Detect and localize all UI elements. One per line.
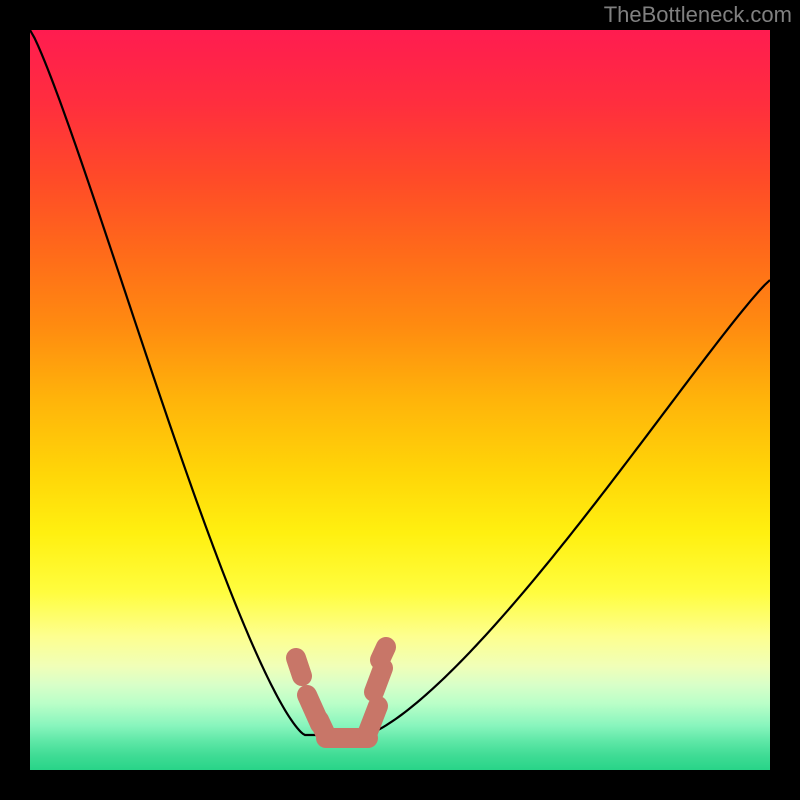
chart-svg xyxy=(0,0,800,800)
overlay-mark xyxy=(368,706,378,732)
overlay-mark xyxy=(374,668,383,692)
chart-container: TheBottleneck.com xyxy=(0,0,800,800)
overlay-mark xyxy=(296,658,302,676)
plot-background xyxy=(30,30,770,770)
watermark-text: TheBottleneck.com xyxy=(604,2,792,28)
overlay-mark xyxy=(380,647,386,660)
